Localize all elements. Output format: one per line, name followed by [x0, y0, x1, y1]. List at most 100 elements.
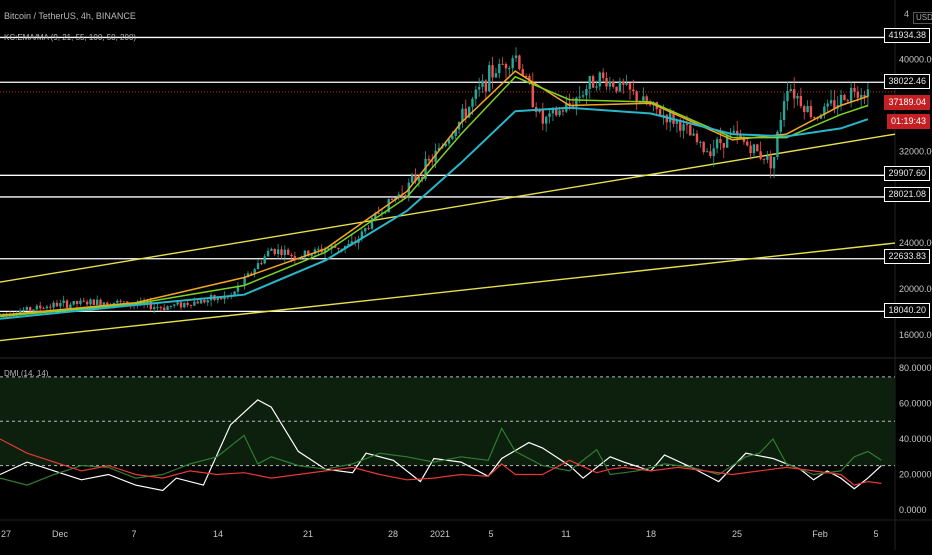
level-tag-29907: 29907.60	[884, 166, 930, 181]
candle-body	[622, 81, 625, 85]
candle-body	[196, 301, 199, 304]
candle-body	[598, 72, 602, 87]
time-label: 27	[1, 529, 11, 539]
candle-body	[364, 228, 367, 232]
dmi-tick-label: 60.0000	[899, 399, 932, 409]
level-tag-18040: 18040.20	[884, 303, 930, 318]
countdown-tag: 01:19:43	[886, 114, 930, 129]
candle-body	[786, 90, 789, 102]
candle-body	[18, 311, 22, 314]
candle-body	[166, 306, 169, 310]
candle-body	[367, 228, 370, 230]
candle-body	[266, 250, 270, 257]
candle-body	[799, 95, 803, 107]
candle-body	[327, 248, 330, 250]
candle-body	[62, 300, 65, 304]
currency-button[interactable]: USDT	[913, 12, 932, 24]
level-tag-38022: 38022.46	[884, 74, 930, 89]
candle-body	[518, 55, 521, 70]
candle-body	[273, 248, 276, 255]
candle-body	[253, 269, 256, 275]
candle-body	[387, 198, 390, 213]
candle-body	[712, 148, 715, 156]
dmi-legend[interactable]: DMI (14, 14)	[4, 369, 49, 378]
candle-body	[756, 144, 759, 152]
candle-body	[746, 141, 749, 146]
candle-body	[89, 299, 92, 305]
candle-body	[243, 277, 246, 286]
candle-body	[471, 98, 474, 107]
candle-body	[625, 83, 628, 85]
candle-body	[286, 249, 290, 255]
candle-body	[806, 105, 809, 113]
candle-body	[424, 158, 427, 180]
candle-body	[477, 86, 481, 90]
candle-body	[474, 89, 478, 99]
candle-body	[370, 218, 374, 229]
candle-body	[595, 86, 598, 88]
candle-body	[608, 81, 612, 87]
candle-body	[675, 120, 679, 124]
candle-body	[679, 120, 682, 131]
candle-body	[632, 89, 635, 92]
ema-line-3	[0, 106, 869, 320]
candle-body	[839, 94, 843, 106]
candle-body	[809, 105, 813, 118]
candle-body	[762, 158, 766, 160]
dmi-tick-label: 20.0000	[899, 470, 932, 480]
candle-body	[541, 109, 545, 124]
candle-body	[826, 103, 829, 107]
candle-body	[186, 302, 189, 305]
candle-body	[819, 115, 823, 119]
candle-body	[85, 301, 89, 305]
candle-body	[769, 155, 772, 169]
candle-body	[260, 263, 263, 265]
candle-body	[494, 73, 498, 78]
candle-body	[290, 254, 293, 257]
candle-body	[618, 81, 622, 92]
candle-body	[219, 297, 223, 300]
candle-body	[853, 87, 856, 92]
candle-body	[749, 145, 752, 154]
candle-body	[776, 131, 779, 157]
candle-body	[22, 309, 25, 312]
candle-body	[481, 80, 484, 87]
candle-body	[270, 248, 273, 251]
candle-body	[45, 306, 49, 309]
candle-body	[310, 253, 313, 256]
candle-body	[685, 124, 689, 126]
candle-body	[42, 308, 45, 310]
candle-body	[75, 301, 79, 305]
indicator-legend[interactable]: KC:EMA/MA (9, 21, 55, 100, 50, 200)	[4, 33, 137, 42]
candle-body	[149, 301, 152, 310]
candle-body	[92, 299, 96, 305]
time-label: 7	[131, 529, 136, 539]
candle-body	[246, 273, 250, 278]
candle-body	[173, 304, 176, 306]
candle-body	[488, 65, 491, 92]
candle-body	[119, 300, 122, 302]
candle-body	[206, 300, 209, 303]
candle-body	[591, 76, 595, 88]
candle-body	[39, 305, 42, 309]
candle-body	[789, 89, 793, 91]
candle-body	[323, 249, 327, 253]
candle-body	[491, 65, 494, 78]
candle-body	[588, 76, 591, 89]
candle-body	[313, 249, 317, 254]
candle-body	[759, 151, 762, 159]
candle-body	[702, 141, 705, 152]
time-label: 5	[488, 529, 493, 539]
time-label: 14	[213, 529, 223, 539]
candle-body	[146, 301, 149, 304]
candle-body	[501, 63, 504, 65]
candle-body	[193, 301, 196, 306]
price-tick-label: 20000.00	[899, 284, 932, 294]
candle-body	[28, 307, 32, 311]
candle-body	[199, 299, 203, 304]
candle-body	[2, 313, 5, 315]
candle-body	[0, 313, 2, 315]
candle-body	[568, 103, 571, 106]
